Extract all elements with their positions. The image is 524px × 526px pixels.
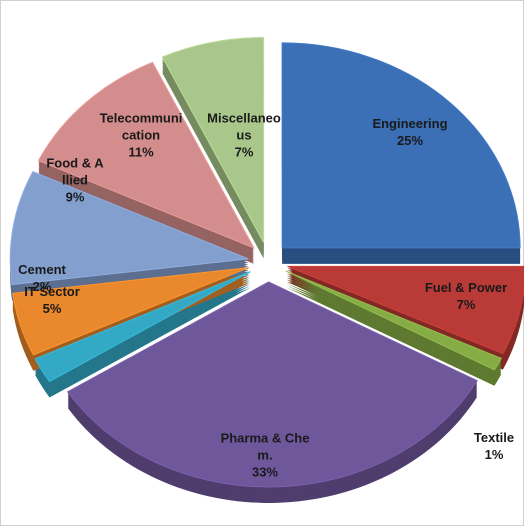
slice-label: Telecommunication 11%: [96, 110, 186, 161]
slice: [66, 281, 478, 488]
slice-label: Cement 2%: [12, 261, 72, 295]
category-label: Cement: [18, 262, 66, 277]
value-label: 7%: [234, 144, 254, 160]
value-label: 9%: [65, 189, 85, 205]
category-label: IT Sector: [24, 284, 80, 299]
slice-label: Pharma & Chem. 33%: [220, 430, 310, 481]
slice: [285, 270, 502, 371]
slice: [12, 267, 249, 356]
slice: [161, 36, 265, 243]
category-label: Textile: [473, 430, 515, 445]
category-label: Engineering: [372, 116, 448, 131]
value-label: 7%: [456, 297, 476, 312]
slice: [281, 42, 521, 249]
slice-label: Engineering 25%: [355, 115, 465, 149]
slice: [34, 271, 251, 383]
slice: [287, 265, 524, 355]
value-label: 5%: [42, 301, 62, 316]
slice-label: IT Sector 5%: [22, 283, 82, 317]
slice-label: Fuel & Power 7%: [406, 279, 524, 313]
category-label: Food & Allied: [46, 155, 104, 188]
category-label: Fuel & Power: [424, 280, 508, 295]
value-label: 2%: [32, 279, 52, 294]
slice-label: Textile 1%: [464, 429, 524, 463]
slice: [9, 170, 249, 286]
value-label: 11%: [128, 144, 154, 160]
value-label: 33%: [251, 464, 279, 480]
category-label: Miscellaneous: [207, 110, 281, 143]
value-label: 1%: [484, 447, 504, 462]
slice-label: Miscellaneous 7%: [207, 110, 282, 161]
category-label: Pharma & Chem.: [220, 430, 310, 463]
slice: [37, 61, 255, 249]
category-label: Telecommunication: [99, 110, 183, 143]
value-label: 25%: [396, 133, 424, 148]
slice-label: Food & Allied 9%: [45, 155, 105, 206]
